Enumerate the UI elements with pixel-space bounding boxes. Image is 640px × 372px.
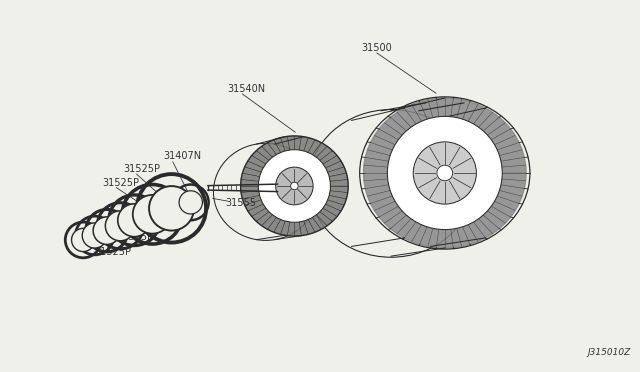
Polygon shape — [241, 136, 348, 236]
Ellipse shape — [276, 167, 313, 205]
Ellipse shape — [118, 204, 151, 237]
Ellipse shape — [72, 228, 95, 251]
Text: 31555: 31555 — [225, 198, 256, 208]
Ellipse shape — [106, 211, 135, 241]
Polygon shape — [364, 98, 526, 248]
Text: 31500: 31500 — [362, 44, 392, 53]
Ellipse shape — [149, 186, 194, 231]
Text: 31435X: 31435X — [140, 218, 177, 228]
Text: J315010Z: J315010Z — [587, 348, 630, 357]
Text: 31525P: 31525P — [123, 164, 160, 174]
Text: 31525P: 31525P — [102, 178, 140, 188]
Text: 31525P: 31525P — [116, 232, 154, 242]
Text: 31407N: 31407N — [163, 151, 202, 161]
Ellipse shape — [93, 217, 120, 244]
Ellipse shape — [132, 195, 172, 234]
Ellipse shape — [413, 142, 476, 204]
Text: 31540N: 31540N — [227, 84, 266, 94]
Ellipse shape — [259, 150, 330, 222]
Ellipse shape — [437, 165, 452, 181]
Ellipse shape — [291, 182, 298, 190]
Ellipse shape — [387, 116, 502, 230]
Ellipse shape — [82, 223, 108, 248]
Text: 31525P: 31525P — [95, 247, 132, 257]
Ellipse shape — [179, 191, 202, 214]
